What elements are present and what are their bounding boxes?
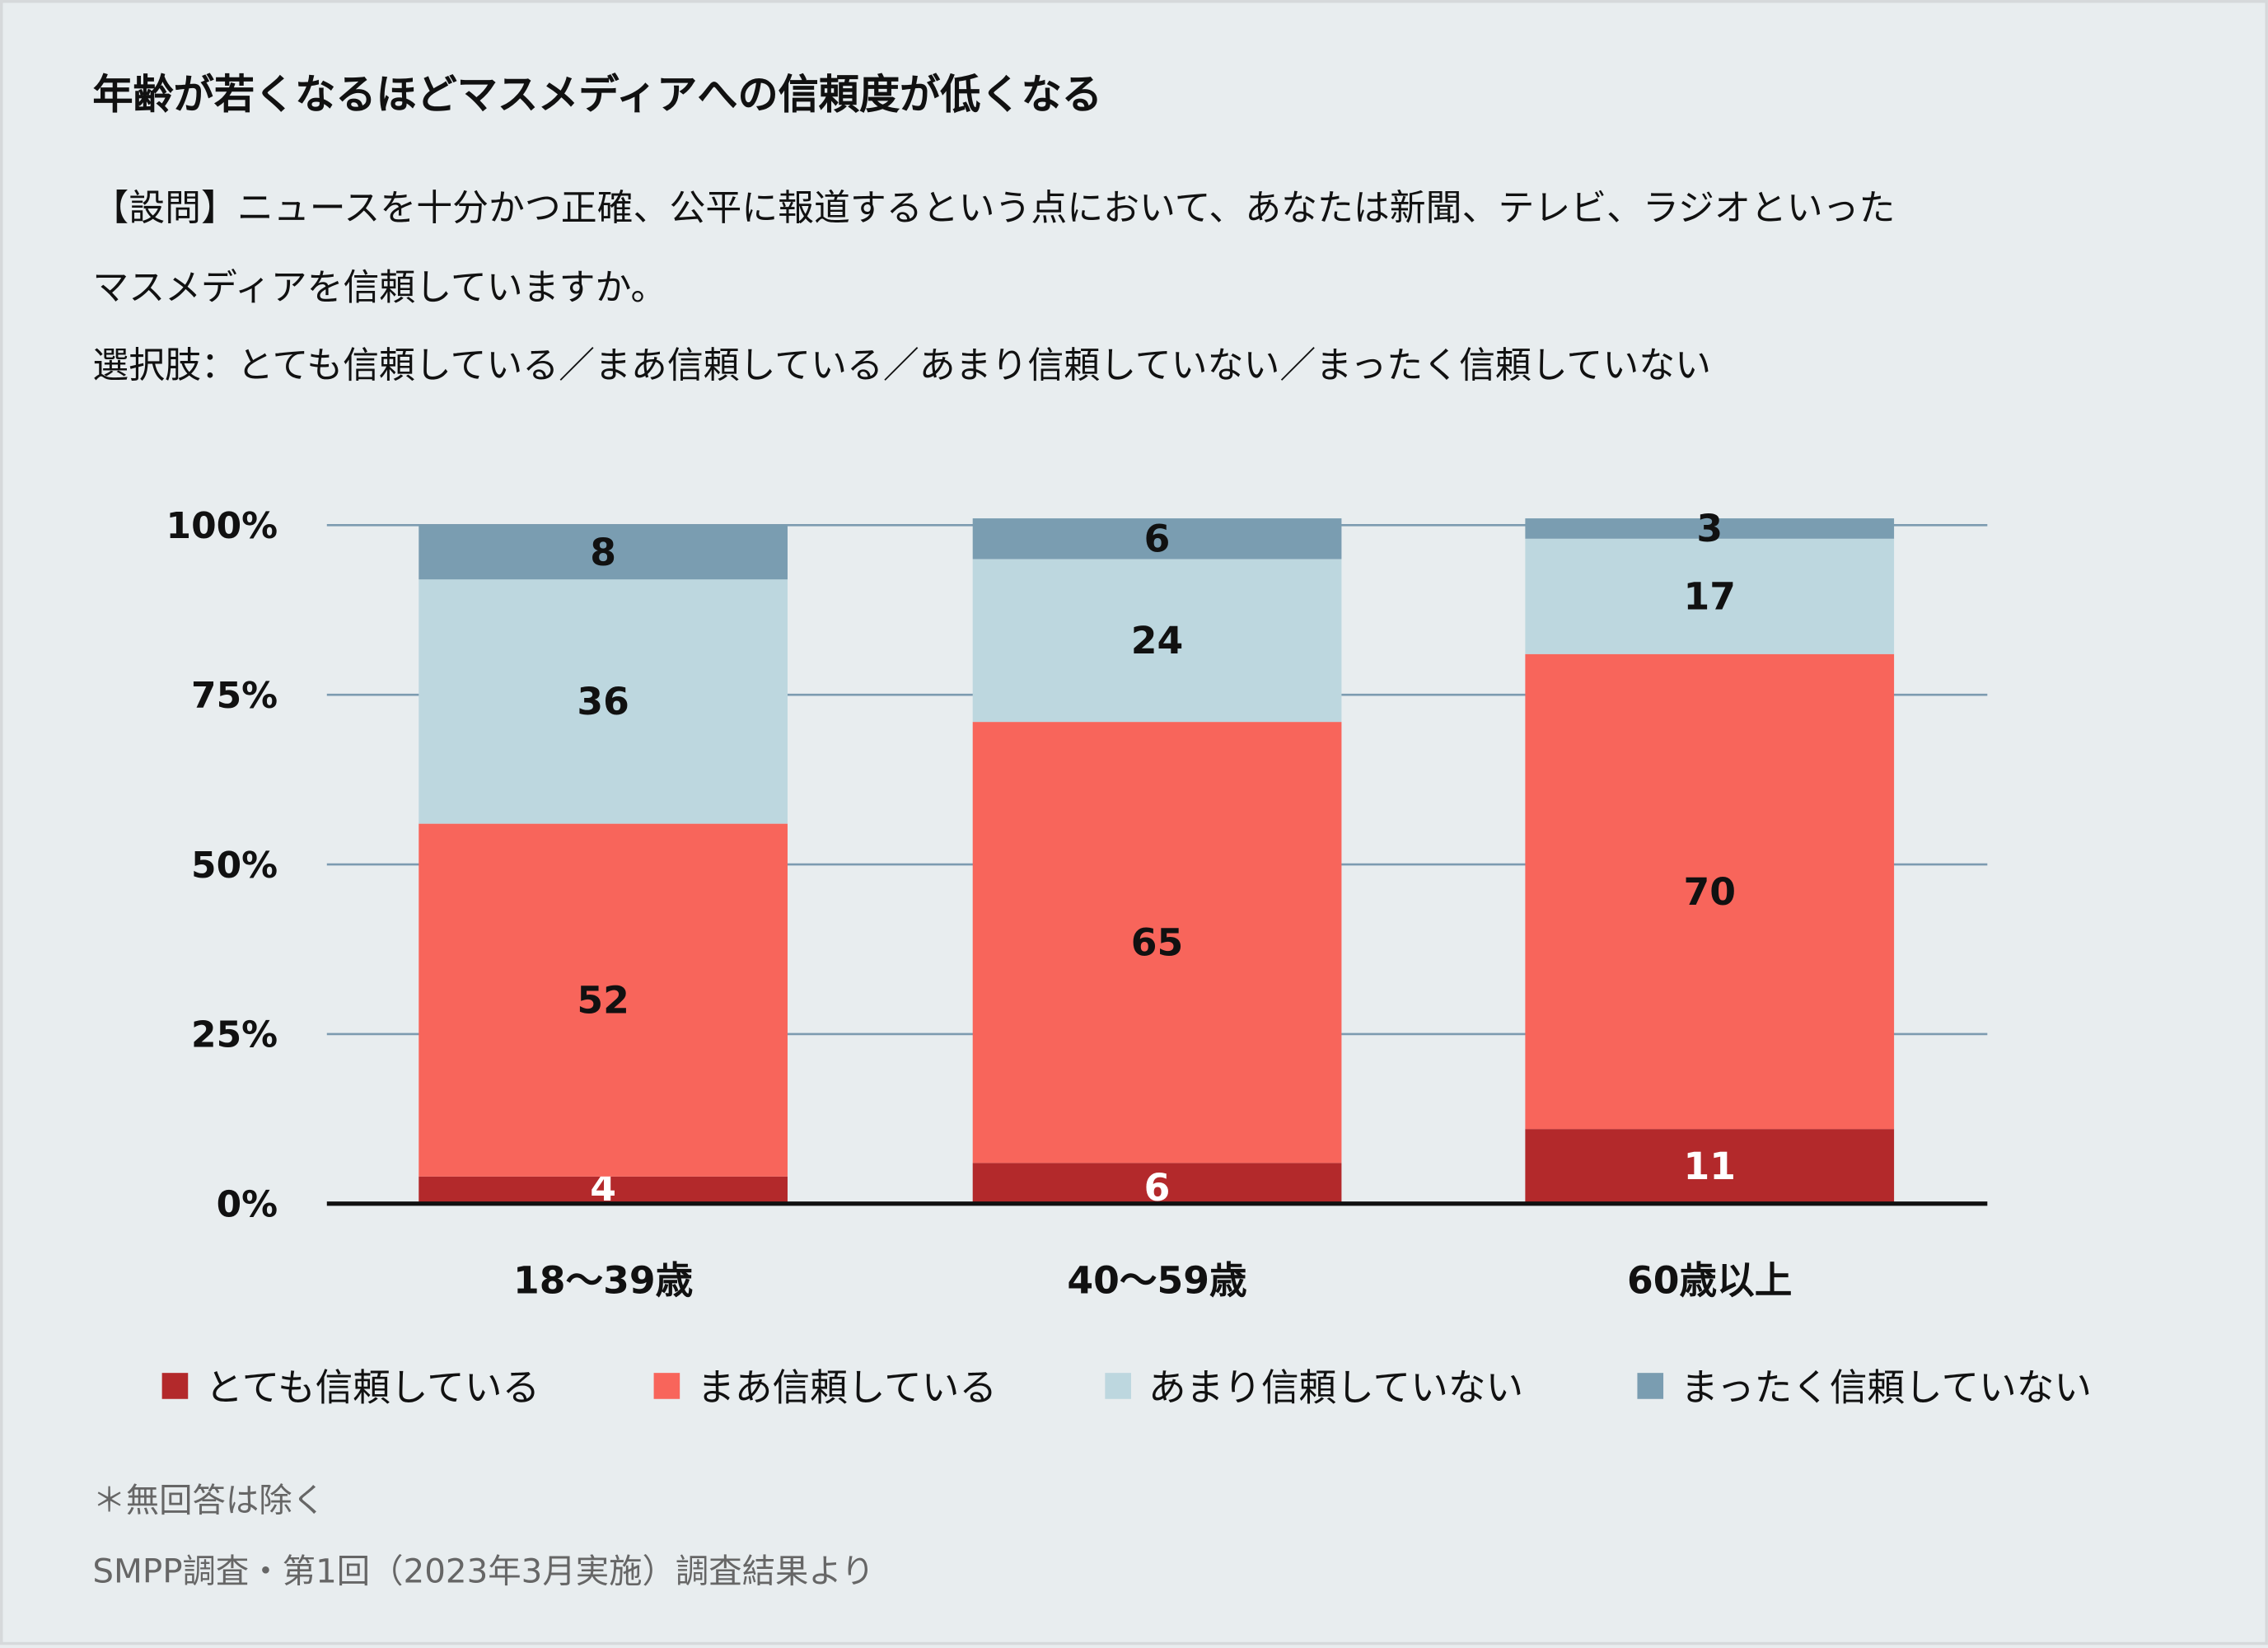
y-tick-label: 100% <box>166 505 278 547</box>
data-label: 6 <box>1144 517 1171 561</box>
data-label: 11 <box>1683 1145 1736 1188</box>
legend-item-very-trust: とても信頼している <box>161 1359 540 1412</box>
bar-segment <box>972 559 1342 723</box>
data-label: 17 <box>1683 575 1736 619</box>
legend-swatch <box>161 1372 189 1398</box>
y-tick-label: 75% <box>191 675 278 717</box>
y-tick-label: 25% <box>191 1014 278 1056</box>
data-label: 70 <box>1683 870 1736 914</box>
x-tick-label: 18〜39歳 <box>513 1259 693 1303</box>
bar-segment <box>419 823 788 1177</box>
bar-segment <box>419 525 788 580</box>
x-tick-label: 60歳以上 <box>1627 1259 1792 1303</box>
data-label: 65 <box>1131 921 1184 965</box>
y-tick-label: 50% <box>191 845 278 887</box>
legend-label: まあ信頼している <box>697 1367 998 1411</box>
answer-choices: 選択肢：とても信頼している／まあ信頼している／あまり信頼していない／まったく信頼… <box>92 344 1712 386</box>
stacked-bar-chart: 0%25%50%75%100%45236818〜39歳66524640〜59歳1… <box>166 505 1988 1303</box>
bar-segment <box>1525 538 1895 654</box>
bar-segment <box>419 1176 788 1204</box>
data-label: 24 <box>1131 619 1184 662</box>
bar-segment <box>419 579 788 824</box>
data-label: 3 <box>1696 507 1723 550</box>
bar-segment <box>1525 653 1895 1130</box>
x-tick-label: 40〜59歳 <box>1067 1259 1246 1303</box>
chart-title: 年齢が若くなるほどマスメディアへの信頼度が低くなる <box>92 71 1102 119</box>
bar-segment <box>1525 1129 1895 1204</box>
legend-item-not-much-trust: あまり信頼していない <box>1105 1359 1523 1412</box>
y-tick-label: 0% <box>217 1184 278 1226</box>
legend-swatch <box>1105 1372 1131 1398</box>
legend-swatch <box>1637 1372 1664 1398</box>
legend-label: まったく信頼していない <box>1681 1367 2093 1411</box>
legend-item-somewhat-trust: まあ信頼している <box>653 1359 998 1412</box>
bar-segment <box>972 1163 1342 1204</box>
data-label: 36 <box>577 680 629 723</box>
bar-segment <box>1525 518 1895 539</box>
bar-segment <box>972 722 1342 1163</box>
data-label: 52 <box>577 979 629 1023</box>
legend-swatch <box>653 1372 680 1398</box>
bar-segment <box>972 518 1342 559</box>
legend-label: あまり信頼していない <box>1148 1367 1524 1411</box>
question-text-cont: マスメディアを信頼していますか。 <box>92 266 667 308</box>
legend-item-no-trust: まったく信頼していない <box>1637 1359 2092 1412</box>
footnote-note: ＊無回答は除く <box>92 1482 326 1521</box>
data-label: 8 <box>590 531 616 574</box>
footnote-source: SMPP調査・第1回（2023年3月実施）調査結果より <box>92 1553 875 1592</box>
question-text: 【設問】ニュースを十分かつ正確、公平に報道するという点において、あなたは新聞、テ… <box>92 186 1896 229</box>
legend-label: とても信頼している <box>205 1367 540 1411</box>
